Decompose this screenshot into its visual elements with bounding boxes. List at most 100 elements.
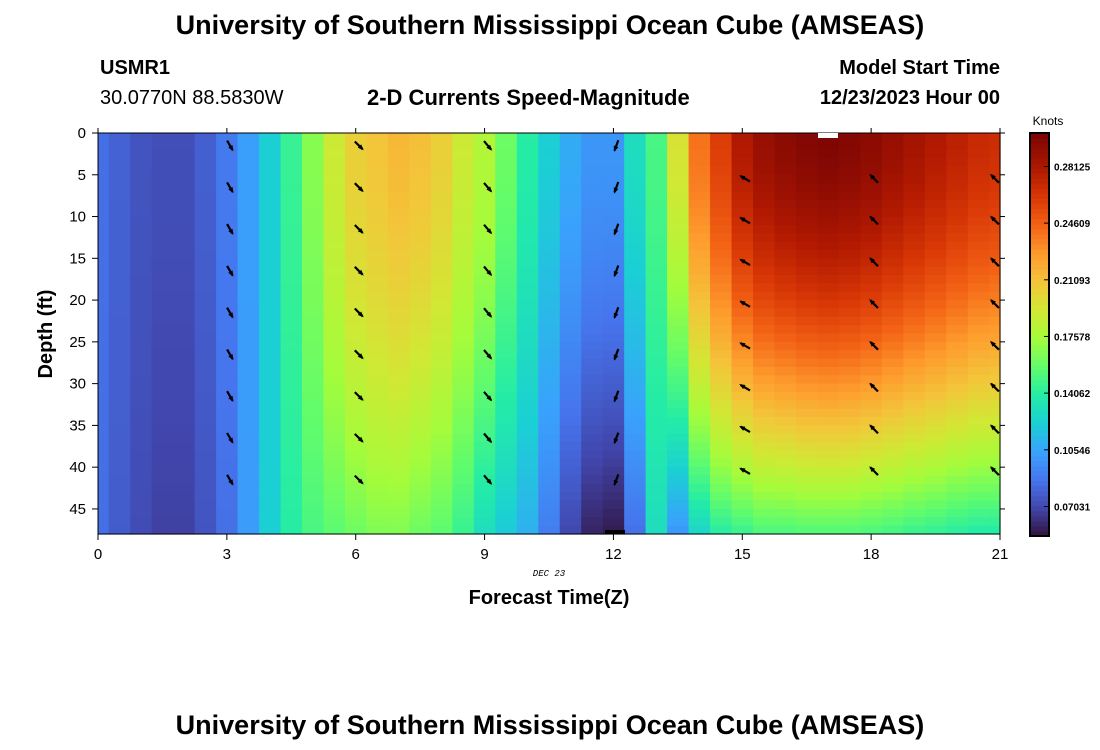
heatmap-cell: [430, 483, 453, 493]
heatmap-cell: [667, 291, 690, 301]
heatmap-cell: [989, 408, 1001, 418]
heatmap-cell: [903, 141, 926, 151]
heatmap-cell: [624, 408, 647, 418]
heatmap-cell: [753, 191, 776, 201]
heatmap-cell: [108, 358, 131, 368]
heatmap-cell: [989, 475, 1001, 485]
heatmap-cell: [881, 492, 904, 502]
heatmap-cell: [151, 492, 174, 502]
heatmap-cell: [881, 333, 904, 343]
colorbar-segment: [1030, 284, 1049, 290]
heatmap-cell: [602, 366, 625, 376]
heatmap-cell: [473, 300, 496, 310]
colorbar-segment: [1030, 274, 1049, 280]
heatmap-cell: [753, 291, 776, 301]
heatmap-cell: [731, 492, 754, 502]
heatmap-cell: [624, 149, 647, 159]
heatmap-cell: [667, 517, 690, 527]
heatmap-cell: [344, 158, 368, 168]
heatmap-cell: [881, 408, 904, 418]
heatmap-cell: [430, 183, 453, 193]
heatmap-cell: [280, 417, 303, 426]
heatmap-cell: [516, 383, 539, 393]
heatmap-cell: [967, 492, 990, 502]
heatmap-cell: [194, 475, 217, 485]
heatmap-cell: [473, 408, 496, 418]
heatmap-cell: [516, 408, 539, 418]
heatmap-cell: [366, 417, 389, 426]
heatmap-cell: [838, 517, 862, 527]
current-vector-arrow: [990, 340, 1000, 351]
heatmap-cell: [366, 333, 389, 343]
colorbar-segment: [1030, 263, 1049, 270]
heatmap-cell: [559, 425, 582, 435]
heatmap-cell: [151, 508, 174, 518]
heatmap-cell: [753, 224, 776, 234]
heatmap-cell: [860, 450, 883, 460]
heatmap-cell: [710, 525, 733, 535]
heatmap-cell: [237, 291, 260, 301]
heatmap-cell: [967, 208, 990, 218]
heatmap-cell: [860, 350, 883, 360]
heatmap-cell: [967, 517, 990, 527]
heatmap-cell: [151, 333, 174, 343]
heatmap-cell: [924, 258, 947, 268]
heatmap-cell: [302, 475, 325, 485]
heatmap-cell: [387, 350, 411, 360]
heatmap-cell: [602, 475, 625, 485]
heatmap-cell: [108, 224, 131, 234]
heatmap-cell: [173, 400, 196, 410]
heatmap-cell: [602, 442, 625, 452]
heatmap-cell: [98, 383, 110, 393]
heatmap-cell: [323, 141, 346, 151]
heatmap-cell: [473, 133, 496, 142]
heatmap-cell: [516, 475, 539, 485]
heatmap-cell: [946, 158, 969, 168]
heatmap-cell: [344, 283, 368, 293]
heatmap-cell: [774, 417, 797, 426]
heatmap-cell: [495, 358, 518, 368]
heatmap-cell: [259, 141, 282, 151]
heatmap-cell: [710, 500, 733, 510]
heatmap-cell: [667, 341, 690, 351]
heatmap-cell: [795, 283, 819, 293]
heatmap-cell: [645, 291, 668, 301]
y-tick-label: 10: [69, 209, 86, 226]
heatmap-cell: [237, 525, 260, 535]
heatmap-cell: [473, 224, 496, 234]
heatmap-cell: [280, 325, 303, 335]
colorbar-segment: [1030, 193, 1049, 200]
heatmap-cell: [323, 383, 346, 393]
heatmap-cell: [323, 400, 346, 410]
heatmap-cell: [710, 350, 733, 360]
colorbar-segment: [1030, 430, 1049, 436]
heatmap-cell: [237, 224, 260, 234]
heatmap-cell: [430, 391, 453, 401]
heatmap-cell: [495, 341, 518, 351]
heatmap-cell: [602, 166, 625, 176]
heatmap-cell: [108, 525, 131, 535]
heatmap-cell: [366, 458, 389, 468]
heatmap-cell: [881, 358, 904, 368]
heatmap-cell: [387, 333, 411, 343]
heatmap-cell: [903, 249, 926, 259]
current-vector-arrow: [739, 300, 751, 308]
heatmap-cell: [473, 316, 496, 326]
heatmap-cell: [581, 508, 604, 518]
colorbar-segment: [1030, 399, 1049, 406]
heatmap-cell: [409, 133, 432, 142]
heatmap-cell: [216, 358, 239, 368]
heatmap-cell: [280, 275, 303, 284]
heatmap-cell: [344, 333, 368, 343]
heatmap-cell: [237, 400, 260, 410]
heatmap-cell: [924, 216, 947, 226]
colorbar: 0.070310.105460.140620.175780.210930.246…: [1029, 132, 1091, 537]
heatmap-cell: [817, 275, 840, 284]
current-vector-arrow: [226, 474, 234, 486]
heatmap-cell: [98, 408, 110, 418]
heatmap-cell: [216, 216, 239, 226]
heatmap-cell: [838, 300, 862, 310]
heatmap-cell: [473, 291, 496, 301]
heatmap-cell: [731, 133, 754, 142]
heatmap-cell: [753, 525, 776, 535]
